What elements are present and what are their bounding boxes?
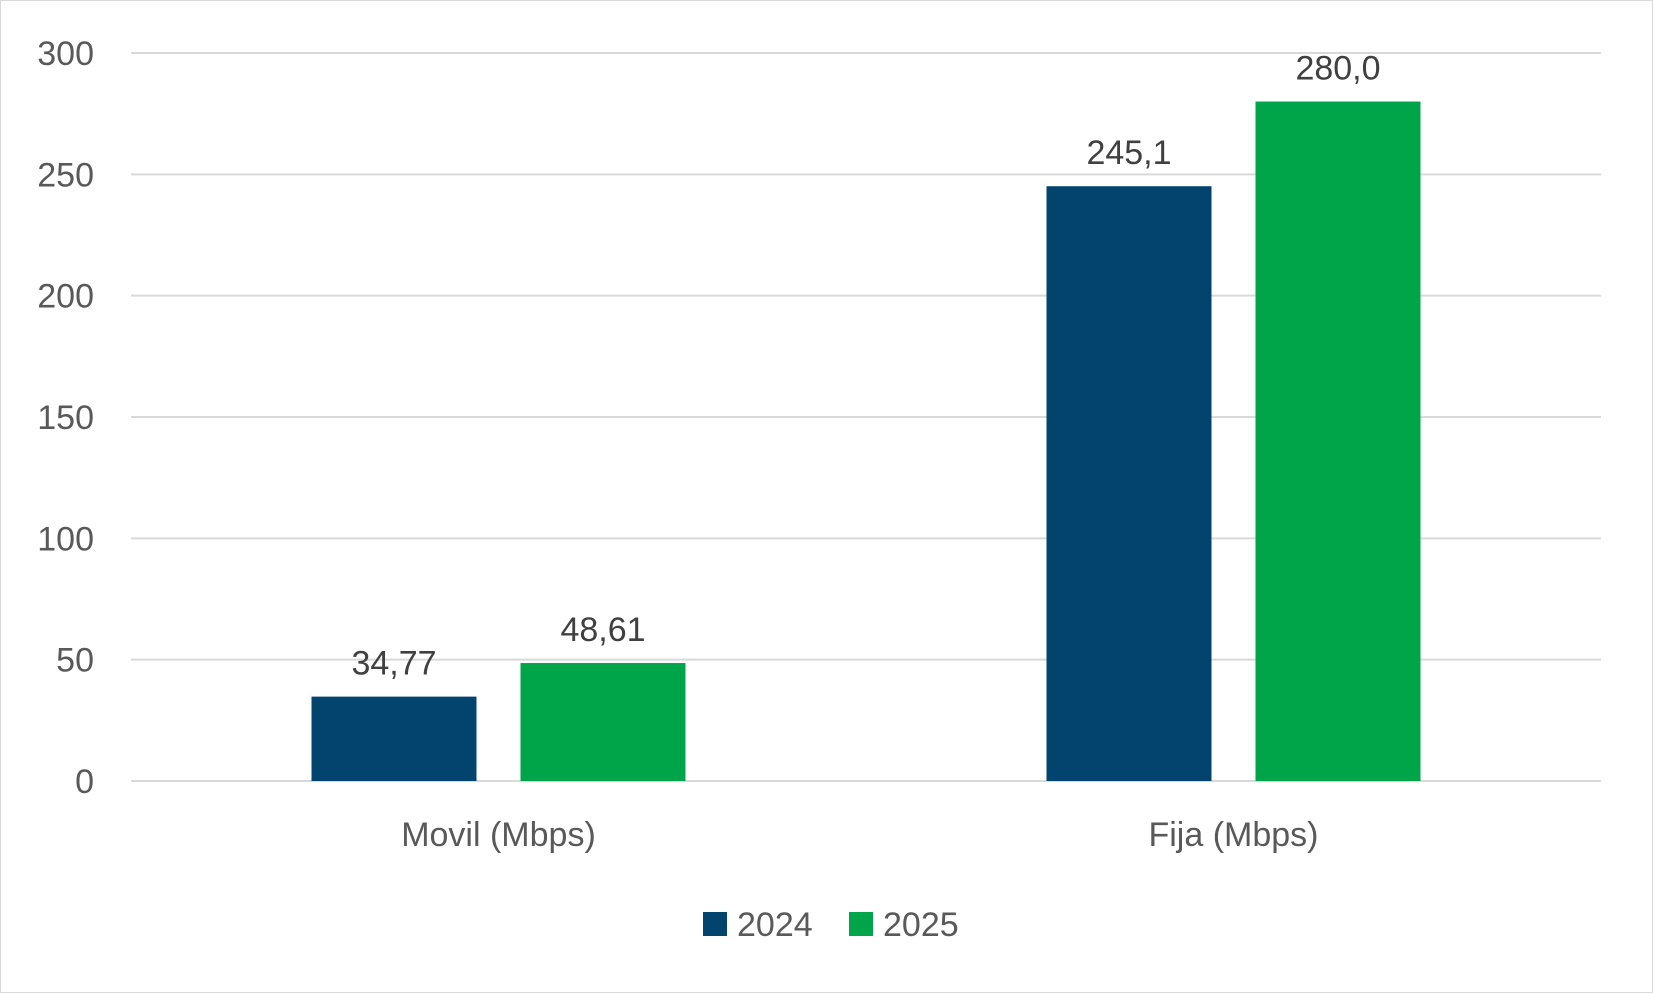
legend-swatch-2024 — [703, 912, 727, 936]
y-tick-label: 0 — [75, 763, 94, 801]
y-tick-label: 150 — [37, 399, 94, 437]
y-tick-label: 100 — [37, 520, 94, 558]
legend: 2024 2025 — [703, 906, 959, 944]
bars — [311, 101, 1421, 782]
bar-2025-1 — [1255, 101, 1421, 782]
legend-label: 2024 — [737, 906, 813, 944]
bar-2025-0 — [520, 663, 686, 781]
legend-label: 2025 — [883, 906, 959, 944]
y-tick-label: 50 — [56, 642, 94, 680]
x-category-label: Fija (Mbps) — [1148, 816, 1318, 854]
bar-2024-1 — [1046, 186, 1212, 781]
data-label: 280,0 — [1295, 50, 1380, 88]
data-label: 245,1 — [1086, 134, 1171, 172]
y-tick-label: 200 — [37, 278, 94, 316]
x-category-label: Movil (Mbps) — [401, 816, 596, 854]
gridlines — [131, 52, 1601, 782]
y-tick-label: 250 — [37, 156, 94, 194]
data-label: 48,61 — [560, 611, 645, 649]
legend-swatch-2025 — [849, 912, 873, 936]
data-label: 34,77 — [351, 645, 436, 683]
y-tick-label: 300 — [37, 35, 94, 73]
bar-2024-0 — [311, 696, 477, 781]
x-axis-categories: Movil (Mbps) Fija (Mbps) — [401, 816, 1318, 854]
data-labels: 34,77 48,61 245,1 280,0 — [351, 50, 1380, 683]
y-axis-ticks: 0 50 100 150 200 250 300 — [37, 35, 94, 801]
